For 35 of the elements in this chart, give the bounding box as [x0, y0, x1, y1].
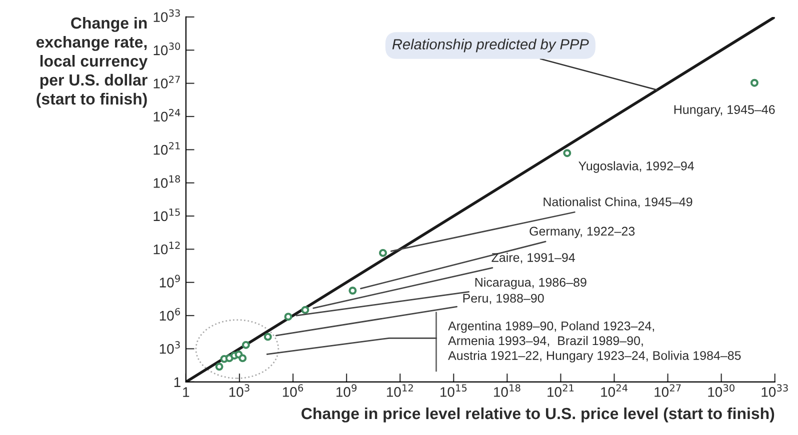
y-tick-label: 10$^{33}$ [154, 9, 180, 22]
y-tick-label: 10$^{18}$ [154, 175, 180, 188]
x-axis-title: Change in price level relative to U.S. price level (start to finish) [302, 407, 774, 422]
annotation: Nationalist China, 1945–49 [544, 197, 692, 208]
y-axis-title: Change in exchange rate, local currency per U.S. dollar (start to finish) [36, 16, 148, 108]
y-tick-label: 10$^{27}$ [154, 76, 180, 88]
annotation: Nicaragua, 1986–89 [475, 278, 586, 290]
annotation: Argentina 1989–90, Poland 1923–24, Armenia 1993–94, Brazil 1989–90, Austria 1921–22, Hungary 1923–24, Bolivia 1984–85 [448, 321, 741, 362]
annotation: Hungary, 1945–46 [674, 105, 775, 116]
annotation: Germany, 1922–23 [530, 226, 635, 238]
x-tick-label: 10$^{30}$ [708, 384, 734, 397]
x-tick-label: 10$^{21}$ [548, 384, 574, 397]
y-tick-label: 10$^{21}$ [154, 142, 180, 155]
x-tick-label: 10$^{33}$ [762, 384, 788, 397]
annotation: Yugoslavia, 1992–94 [578, 161, 694, 173]
x-tick-label: 10$^{12}$ [386, 384, 413, 397]
x-tick-label: 10$^{24}$ [601, 384, 628, 397]
x-tick-label: 1 [183, 387, 190, 397]
y-tick-label: 10$^{6}$ [160, 308, 180, 321]
x-tick-label: 10$^{18}$ [494, 384, 520, 397]
y-tick-label: 10$^{12}$ [154, 242, 180, 254]
x-tick-label: 10$^{6}$ [282, 384, 304, 397]
y-tick-label: 1 [174, 377, 180, 387]
annotation: Peru, 1988–90 [463, 294, 544, 304]
text: Relationship predicted by PPP [392, 38, 589, 52]
x-tick-label: 10$^{9}$ [336, 384, 357, 397]
x-tick-label: 10$^{15}$ [440, 384, 467, 397]
y-tick-label: 10$^{3}$ [160, 341, 180, 354]
y-tick-label: 10$^{30}$ [154, 42, 180, 56]
annotation: Zaire, 1991–94 [492, 252, 575, 264]
x-tick-label: 10$^{27}$ [654, 384, 681, 397]
y-tick-label: 10$^{24}$ [154, 108, 180, 122]
y-tick-label: 10$^{9}$ [160, 274, 180, 288]
x-tick-label: 10$^{3}$ [229, 384, 250, 397]
y-tick-label: 10$^{15}$ [154, 208, 180, 222]
